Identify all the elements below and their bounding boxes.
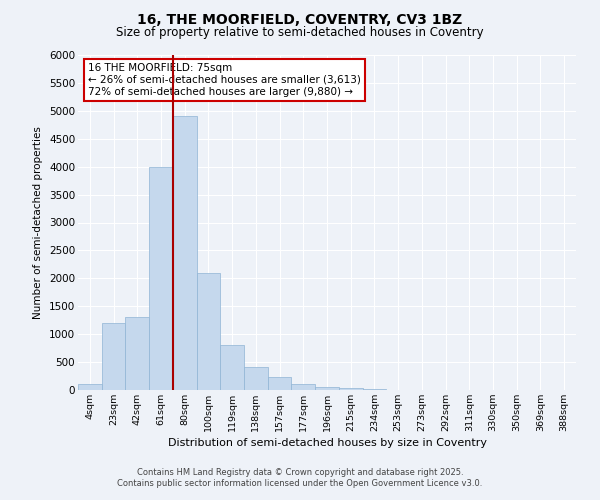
Bar (362, 389, 386, 390)
Bar (220, 346, 244, 390)
Bar (268, 377, 292, 390)
Bar (173, 116, 197, 390)
Bar (102, 323, 125, 390)
Bar (315, 386, 339, 390)
Text: Size of property relative to semi-detached houses in Coventry: Size of property relative to semi-detach… (116, 26, 484, 39)
Text: 16, THE MOORFIELD, COVENTRY, CV3 1BZ: 16, THE MOORFIELD, COVENTRY, CV3 1BZ (137, 12, 463, 26)
Text: Contains HM Land Registry data © Crown copyright and database right 2025.
Contai: Contains HM Land Registry data © Crown c… (118, 468, 482, 487)
X-axis label: Distribution of semi-detached houses by size in Coventry: Distribution of semi-detached houses by … (167, 438, 487, 448)
Bar (149, 166, 173, 390)
Text: 16 THE MOORFIELD: 75sqm
← 26% of semi-detached houses are smaller (3,613)
72% of: 16 THE MOORFIELD: 75sqm ← 26% of semi-de… (88, 64, 361, 96)
Bar (292, 384, 315, 390)
Bar (78, 384, 102, 390)
Y-axis label: Number of semi-detached properties: Number of semi-detached properties (34, 126, 43, 319)
Bar (197, 273, 220, 390)
Bar (244, 366, 268, 390)
Bar (339, 388, 362, 390)
Bar (125, 318, 149, 390)
